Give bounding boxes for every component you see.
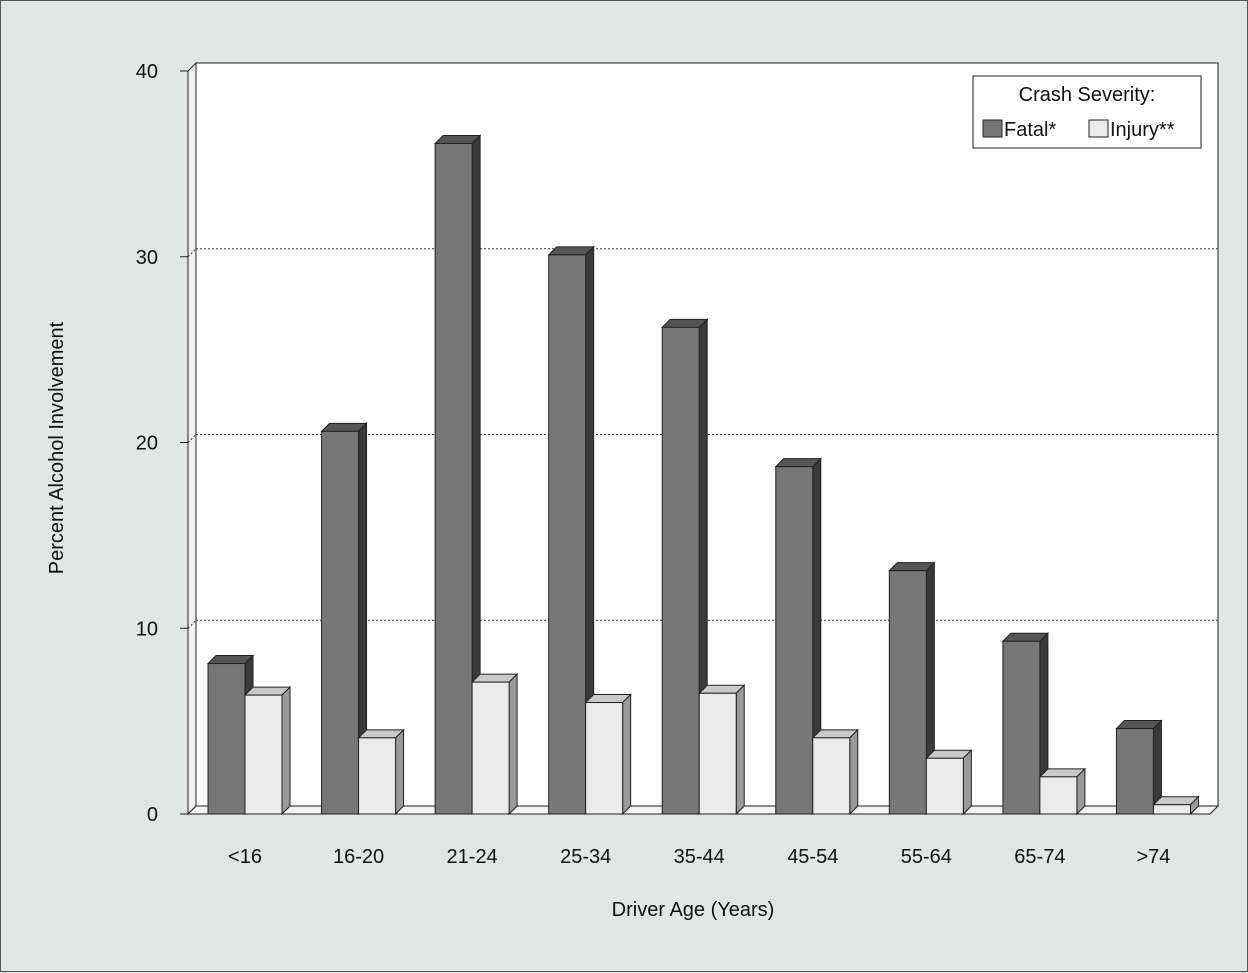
bar-fatal <box>433 134 482 816</box>
gridline-diagonal <box>187 434 197 443</box>
bar-fatal <box>888 561 936 816</box>
bar-fatal-front <box>207 663 246 815</box>
bar-fatal-front <box>888 570 927 815</box>
y-tick-label: 0 <box>147 804 158 826</box>
bar-injury-front <box>698 692 737 815</box>
bar-injury-front <box>1039 776 1078 815</box>
bar-injury <box>925 749 973 816</box>
bar-injury-side <box>849 728 859 816</box>
y-tick-label: 40 <box>136 61 158 83</box>
bar-injury-side <box>1076 767 1086 816</box>
bar-fatal <box>774 457 822 816</box>
bar-fatal <box>661 318 709 816</box>
bars <box>206 134 1200 816</box>
legend-label-injury: Injury** <box>1110 119 1175 141</box>
x-tick-label: 16-20 <box>333 846 384 868</box>
x-tick-label: 35-44 <box>674 846 725 868</box>
bar-fatal-front <box>1115 728 1154 815</box>
bar-fatal-front <box>548 254 587 815</box>
legend-label-fatal: Fatal* <box>1004 119 1056 141</box>
x-tick-label: 21-24 <box>447 846 498 868</box>
bar-injury-front <box>358 737 397 815</box>
bar-fatal-front <box>1002 640 1041 815</box>
bar-injury-front <box>812 737 851 815</box>
x-tick-label: 55-64 <box>901 846 952 868</box>
legend-swatch-fatal <box>982 119 1003 138</box>
bar-injury-side <box>962 749 972 816</box>
bar-injury-front <box>1152 804 1191 815</box>
x-axis-title: Driver Age (Years) <box>612 899 775 921</box>
bar-injury-side <box>735 684 745 816</box>
bar-fatal-front <box>661 326 700 815</box>
x-tick-label: 65-74 <box>1014 846 1065 868</box>
bar-injury <box>1152 795 1200 816</box>
bar-injury <box>1038 767 1087 816</box>
x-tick-label: <16 <box>228 846 262 868</box>
bar-injury-front <box>244 694 283 815</box>
bar-injury <box>698 684 746 816</box>
bar-fatal <box>1115 719 1163 816</box>
bar-fatal-front <box>775 466 814 815</box>
bar-injury-side <box>622 693 632 816</box>
gridline-diagonal <box>187 248 197 258</box>
x-tick-label: 45-54 <box>787 846 838 868</box>
legend: Crash Severity: Fatal* Injury** <box>972 75 1202 149</box>
bar-injury-front <box>471 681 510 815</box>
bar-injury-front <box>925 757 964 815</box>
bar-injury <box>357 728 405 816</box>
bar-fatal-front <box>321 430 360 815</box>
bar-injury <box>470 672 519 816</box>
bar-injury <box>811 728 859 816</box>
bar-injury-side <box>508 672 518 816</box>
bar-injury-side <box>281 685 291 816</box>
legend-title: Crash Severity: <box>1019 84 1156 106</box>
axes: 0 10 20 30 40 <16 16-20 21-24 25-34 35-44 45-54 55-… <box>136 61 1210 868</box>
y-axis-title: Percent Alcohol Involvement <box>46 321 68 574</box>
legend-swatch-injury <box>1088 119 1109 138</box>
y-tick-label: 10 <box>136 618 158 640</box>
x-tick-label: >74 <box>1136 846 1170 868</box>
bar-fatal <box>320 422 368 816</box>
bar-injury <box>584 693 632 816</box>
y-tick-label: 30 <box>136 247 158 269</box>
bar-injury <box>243 685 292 816</box>
bar-fatal <box>1001 632 1050 816</box>
legend-box <box>972 75 1202 149</box>
y-tick-label: 20 <box>136 433 158 455</box>
bar-injury-side <box>395 728 405 816</box>
bar-fatal-front <box>434 142 473 815</box>
bar-injury-front <box>585 702 624 815</box>
bar-fatal <box>547 245 595 816</box>
gridline-diagonal <box>187 619 197 629</box>
x-tick-label: 25-34 <box>560 846 611 868</box>
